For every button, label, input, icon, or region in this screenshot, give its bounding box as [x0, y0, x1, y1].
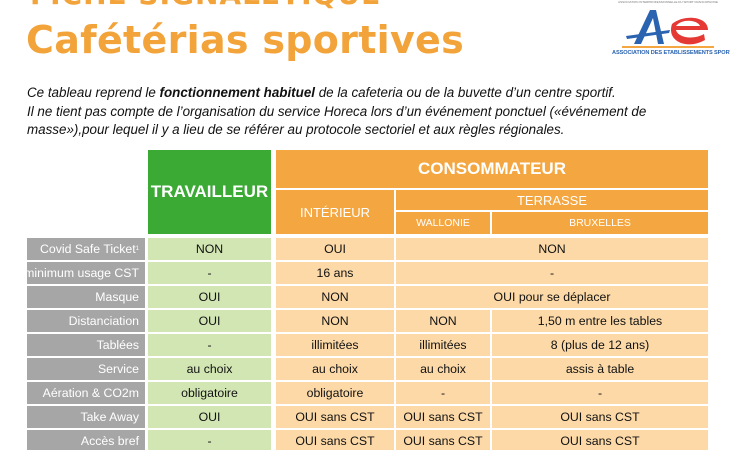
- header-terrasse: TERRASSE: [396, 190, 708, 210]
- header-interieur: INTÉRIEUR: [276, 190, 394, 234]
- table-cell: OUI: [148, 406, 271, 428]
- table-cell: 16 ans: [276, 262, 394, 284]
- table-cell: OUI: [148, 286, 271, 308]
- table-cell: NON: [276, 310, 394, 332]
- table-cell: NON: [148, 238, 271, 260]
- table-cell: 8 (plus de 12 ans): [492, 334, 708, 356]
- table-cell: -: [492, 382, 708, 404]
- intro-emphasis: fonctionnement habituel: [159, 85, 315, 100]
- table-cell: -: [148, 262, 271, 284]
- table-cell: assis à table: [492, 358, 708, 380]
- table-cell: OUI: [276, 238, 394, 260]
- page-label: FICHE SIGNALETIQUE: [30, 0, 381, 11]
- row-label-take-away: Take Away: [27, 406, 145, 428]
- table-cell: OUI: [148, 310, 271, 332]
- table-cell: -: [148, 430, 271, 450]
- row-label-covid-safe-ticket: Covid Safe Ticket 1: [27, 238, 145, 260]
- header-consommateur: CONSOMMATEUR: [276, 150, 708, 188]
- header-bruxelles: BRUXELLES: [492, 212, 708, 234]
- row-label-age-minimum: Age minimum usage CST: [0, 262, 145, 284]
- logo-mark-icon: [622, 10, 714, 48]
- table-cell: -: [396, 382, 490, 404]
- row-label-distanciation: Distanciation: [27, 310, 145, 332]
- table-cell: au choix: [148, 358, 271, 380]
- table-cell: OUI sans CST: [396, 430, 490, 450]
- table-cell: -: [148, 334, 271, 356]
- table-cell: OUI sans CST: [276, 430, 394, 450]
- intro-line-1: Ce tableau reprend le fonctionnement hab…: [27, 85, 616, 100]
- table-cell: OUI sans CST: [276, 406, 394, 428]
- row-label-acces-bref: Accès bref: [27, 430, 145, 450]
- row-label-masque: Masque: [27, 286, 145, 308]
- page-title: Cafétérias sportives: [26, 18, 465, 62]
- intro-line-2: Il ne tient pas compte de l’organisation…: [27, 103, 647, 119]
- table-cell: au choix: [276, 358, 394, 380]
- table-cell: -: [396, 262, 708, 284]
- row-label-aeration: Aération & CO2m: [27, 382, 145, 404]
- table-cell: obligatoire: [148, 382, 271, 404]
- header-wallonie: WALLONIE: [396, 212, 490, 234]
- row-label-tablees: Tablées: [27, 334, 145, 356]
- table-cell: 1,50 m entre les tables: [492, 310, 708, 332]
- table-cell: illimitées: [276, 334, 394, 356]
- table-cell: OUI sans CST: [492, 406, 708, 428]
- table-cell: OUI sans CST: [396, 406, 490, 428]
- table-cell: obligatoire: [276, 382, 394, 404]
- intro-paragraph: Ce tableau reprend le fonctionnement hab…: [27, 84, 707, 140]
- table-cell: OUI pour se déplacer: [396, 286, 708, 308]
- table-cell: NON: [276, 286, 394, 308]
- intro-line-3: masse»),pour lequel il y a lieu de se ré…: [27, 122, 565, 137]
- table-cell: NON: [396, 310, 490, 332]
- row-label-service: Service: [27, 358, 145, 380]
- logo-tiny-text: ASSOCIATION INTERPROFESSIONNELLE DU SPOR…: [618, 0, 718, 4]
- logo-caption: ASSOCIATION DES ETABLISSEMENTS SPORTIFS: [612, 50, 730, 56]
- table-cell: au choix: [396, 358, 490, 380]
- header-travailleur: TRAVAILLEUR: [148, 150, 271, 234]
- association-logo: ASSOCIATION INTERPROFESSIONNELLE DU SPOR…: [612, 0, 730, 62]
- table-cell: OUI sans CST: [492, 430, 708, 450]
- table-cell: NON: [396, 238, 708, 260]
- table-cell: illimitées: [396, 334, 490, 356]
